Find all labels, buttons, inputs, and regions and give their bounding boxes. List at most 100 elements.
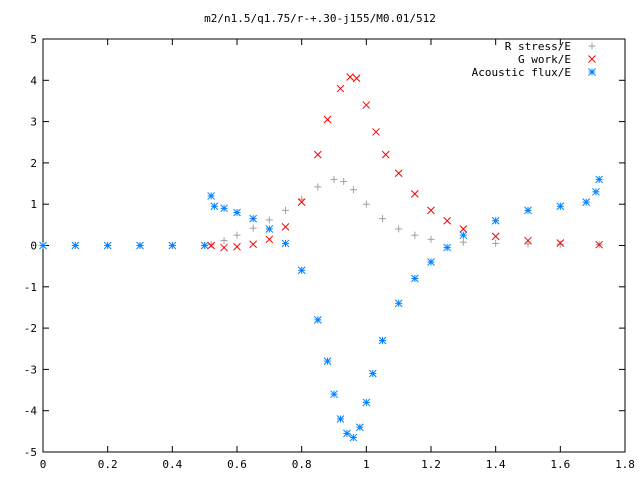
data-point	[492, 239, 500, 247]
data-point	[443, 216, 452, 225]
data-point	[207, 241, 215, 250]
y-tick-label: 2	[30, 157, 37, 170]
legend-label: G work/E	[518, 53, 571, 66]
data-point	[210, 202, 219, 211]
legend-marker	[588, 42, 596, 50]
data-point	[356, 423, 364, 432]
y-tick-label: 3	[30, 116, 37, 129]
x-tick-label: 1	[363, 458, 370, 471]
y-tick-label: -3	[24, 363, 37, 376]
data-point	[459, 225, 468, 233]
x-tick-label: 0.8	[292, 458, 312, 471]
data-point	[362, 200, 370, 208]
x-tick-label: 0.6	[227, 458, 247, 471]
data-point	[556, 239, 565, 247]
data-point	[459, 231, 468, 240]
data-point	[524, 240, 532, 248]
data-point	[491, 232, 500, 241]
data-point	[381, 150, 390, 159]
data-point	[297, 198, 306, 206]
data-point	[233, 231, 241, 239]
series-1	[207, 73, 603, 252]
data-point	[200, 241, 209, 250]
data-point	[443, 243, 452, 252]
data-point	[524, 206, 532, 215]
x-tick-label: 1.2	[421, 458, 441, 471]
data-point	[136, 241, 144, 250]
x-tick-label: 0	[40, 458, 47, 471]
legend-marker	[588, 55, 596, 63]
data-point	[233, 242, 241, 251]
data-point	[265, 235, 274, 244]
data-point	[220, 243, 228, 252]
x-tick-label: 0.4	[162, 458, 182, 471]
data-point	[220, 237, 228, 245]
data-point	[379, 215, 386, 223]
data-point	[394, 169, 403, 178]
legend-label: Acoustic flux/E	[472, 66, 571, 79]
data-point	[168, 241, 177, 250]
data-point	[352, 74, 361, 83]
data-point	[410, 190, 419, 198]
data-point	[249, 240, 258, 249]
data-point	[313, 315, 322, 324]
data-point	[582, 198, 591, 206]
data-point	[313, 150, 322, 159]
data-point	[427, 206, 435, 215]
data-point	[427, 258, 435, 266]
data-point	[343, 429, 351, 438]
data-point	[340, 177, 348, 185]
data-point	[265, 225, 274, 233]
data-point	[411, 231, 419, 239]
data-marks	[39, 73, 603, 442]
data-point	[249, 224, 257, 232]
y-tick-label: -1	[24, 281, 37, 294]
data-point	[378, 336, 387, 345]
legend-marker	[588, 68, 596, 76]
data-point	[556, 202, 565, 211]
data-point	[427, 235, 435, 243]
x-tick-label: 1.4	[486, 458, 506, 471]
data-point	[336, 415, 345, 423]
data-point	[314, 183, 322, 191]
data-point	[346, 73, 355, 81]
data-point	[349, 186, 357, 194]
data-point	[491, 216, 500, 225]
data-point	[207, 241, 215, 249]
data-point	[220, 204, 228, 213]
x-tick-label: 1.6	[550, 458, 570, 471]
x-tick-label: 1.8	[615, 458, 635, 471]
data-point	[336, 84, 345, 93]
data-point	[459, 238, 467, 246]
data-point	[323, 115, 332, 124]
data-point	[323, 357, 332, 365]
data-point	[207, 192, 215, 200]
y-tick-label: -2	[24, 322, 37, 335]
data-point	[281, 239, 290, 248]
data-point	[39, 241, 47, 250]
data-point	[524, 236, 532, 245]
data-point	[265, 216, 273, 224]
data-point	[249, 214, 258, 223]
data-point	[410, 274, 419, 283]
chart-title: m2/n1.5/q1.75/r-+.30-j155/M0.01/512	[204, 12, 436, 25]
y-tick-label: -4	[24, 405, 38, 418]
data-point	[233, 208, 241, 217]
x-tick-label: 0.2	[98, 458, 118, 471]
data-point	[368, 369, 377, 378]
data-point	[103, 241, 112, 250]
y-tick-label: 5	[30, 33, 37, 46]
series-2	[39, 175, 603, 442]
legend-label: R stress/E	[505, 40, 571, 53]
data-point	[595, 240, 603, 249]
y-tick-label: -5	[24, 446, 37, 459]
data-point	[395, 225, 403, 233]
data-point	[362, 398, 371, 407]
y-tick-label: 0	[30, 240, 37, 253]
data-point	[330, 175, 338, 183]
y-tick-label: 4	[30, 74, 37, 87]
data-point	[394, 299, 403, 308]
data-point	[297, 266, 306, 275]
